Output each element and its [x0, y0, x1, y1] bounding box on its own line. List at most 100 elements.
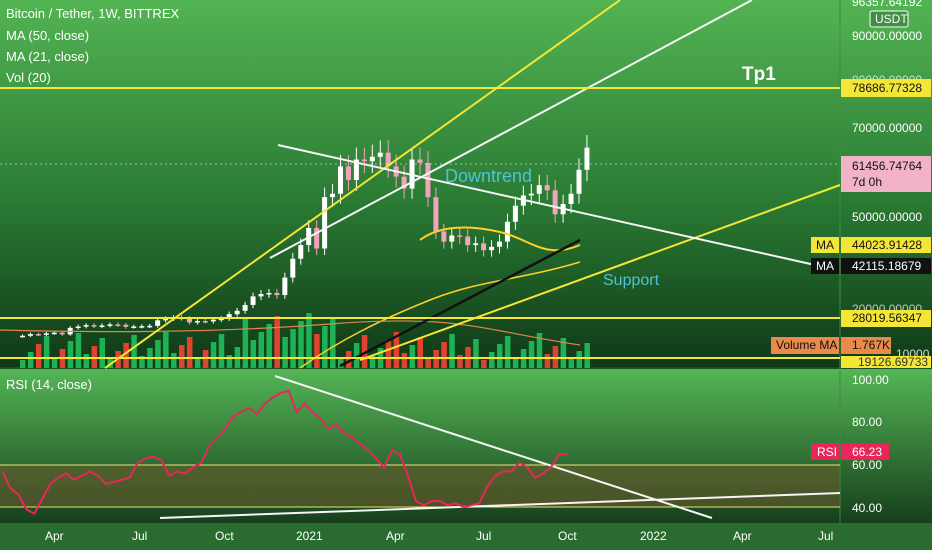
- candle-body: [473, 243, 479, 246]
- candle-body: [417, 159, 423, 163]
- volume-bar: [290, 329, 296, 368]
- time-label-jul-2022: Jul: [818, 529, 833, 543]
- candle-body: [115, 324, 121, 326]
- volume-bar: [473, 339, 479, 368]
- countdown-tag: 7d 0h: [852, 175, 882, 189]
- support-price-tag-box: [841, 310, 931, 327]
- downtrend-annotation: Downtrend: [445, 166, 532, 186]
- candle-body: [139, 326, 145, 328]
- downtrend-line: [277, 144, 816, 266]
- volume-bar: [242, 319, 249, 368]
- volume-bar: [99, 338, 105, 368]
- candle-body: [226, 314, 232, 319]
- last-price-tag-box: [841, 156, 931, 192]
- candle-body: [202, 321, 208, 323]
- ma2-value: 42115.18679: [852, 259, 922, 273]
- candle-body: [123, 324, 129, 327]
- candle-body: [298, 245, 304, 259]
- candle-body: [377, 152, 383, 157]
- volume-bar: [250, 340, 257, 368]
- volume-bar: [298, 321, 304, 368]
- volume-ma-line: [0, 320, 581, 346]
- candle-body: [504, 221, 510, 242]
- currency-badge-box[interactable]: [869, 10, 909, 28]
- candle-body: [258, 294, 264, 297]
- volume-bar: [258, 332, 264, 368]
- time-label-2021: 2021: [296, 529, 323, 543]
- candle-body: [401, 176, 407, 189]
- volume-bar: [576, 351, 582, 368]
- rsi-downtrend-line: [274, 375, 713, 519]
- candle-body: [147, 325, 153, 328]
- candle-body: [131, 326, 137, 329]
- candle-body: [385, 152, 391, 167]
- volume-bar: [306, 313, 312, 368]
- volume-bar: [51, 357, 58, 368]
- time-label-apr-2020: Apr: [45, 529, 64, 543]
- rising-channel-upper: [104, 0, 621, 369]
- symbol-legend[interactable]: Bitcoin / Tether, 1W, BITTREX: [6, 6, 180, 21]
- candle-body: [282, 277, 288, 296]
- ma2-label: MA: [816, 259, 834, 273]
- ma2-label-box: [811, 258, 839, 274]
- rsi-value: 66.23: [852, 445, 882, 459]
- volume-bar: [171, 353, 177, 368]
- volume-bar: [393, 332, 400, 368]
- volume-legend[interactable]: Vol (20): [6, 70, 51, 85]
- ma1-value: 44023.91428: [852, 238, 922, 252]
- volume-ma-value-box: [841, 337, 891, 354]
- rsi-support-line: [159, 492, 841, 519]
- ma-21-legend[interactable]: MA (21, close): [6, 49, 90, 64]
- volume-bar: [441, 342, 447, 368]
- volume-ma-label-box: [771, 337, 839, 354]
- ma1-value-box: [841, 237, 931, 253]
- currency-badge[interactable]: USDT: [875, 12, 908, 26]
- candle-body: [584, 147, 590, 170]
- rsi-band: [0, 465, 840, 507]
- volume-bar: [274, 316, 280, 368]
- candle-body: [345, 166, 351, 181]
- bottom-level-tag-box: [841, 356, 931, 368]
- volume-bar: [528, 341, 535, 368]
- volume-bar: [361, 335, 368, 368]
- candle-body: [210, 319, 216, 322]
- candle-body: [369, 156, 375, 162]
- candle-body: [250, 296, 256, 305]
- support-line: [339, 238, 581, 368]
- candle-body: [536, 185, 542, 194]
- rsi-tick-100: 100.00: [852, 373, 889, 387]
- volume-bar: [67, 341, 74, 368]
- volume-bar: [314, 334, 320, 368]
- volume-bar: [163, 332, 169, 368]
- rsi-legend[interactable]: RSI (14, close): [6, 377, 92, 392]
- candle-body: [489, 246, 495, 251]
- candle-body: [457, 235, 463, 237]
- support-price-tag: 28019.56347: [852, 311, 922, 325]
- support-annotation: Support: [603, 272, 660, 289]
- candle-body: [186, 318, 192, 323]
- volume-bar: [489, 352, 495, 368]
- candle-body: [361, 159, 367, 162]
- rising-channel-lower: [359, 184, 841, 361]
- candle-body: [552, 190, 558, 215]
- ma-50-legend[interactable]: MA (50, close): [6, 28, 90, 43]
- candle-body: [51, 332, 57, 335]
- ma1-label-box: [811, 237, 839, 253]
- candle-body: [43, 333, 49, 335]
- candle-body: [266, 292, 272, 295]
- ma-21-line: [419, 226, 581, 252]
- candle-body: [91, 325, 97, 327]
- candle-body: [107, 324, 113, 326]
- time-label-jul-2020: Jul: [132, 529, 147, 543]
- volume-bar: [20, 360, 26, 368]
- price-tick-cut-top: 96357.64192: [852, 0, 922, 9]
- white-channel-upper: [269, 0, 753, 259]
- candle-body: [465, 236, 471, 246]
- volume-bar: [338, 359, 344, 368]
- candle-body: [194, 321, 200, 323]
- candle-body: [234, 310, 240, 315]
- volume-bar: [322, 326, 328, 368]
- volume-bar: [417, 337, 423, 368]
- volume-bar: [123, 343, 129, 368]
